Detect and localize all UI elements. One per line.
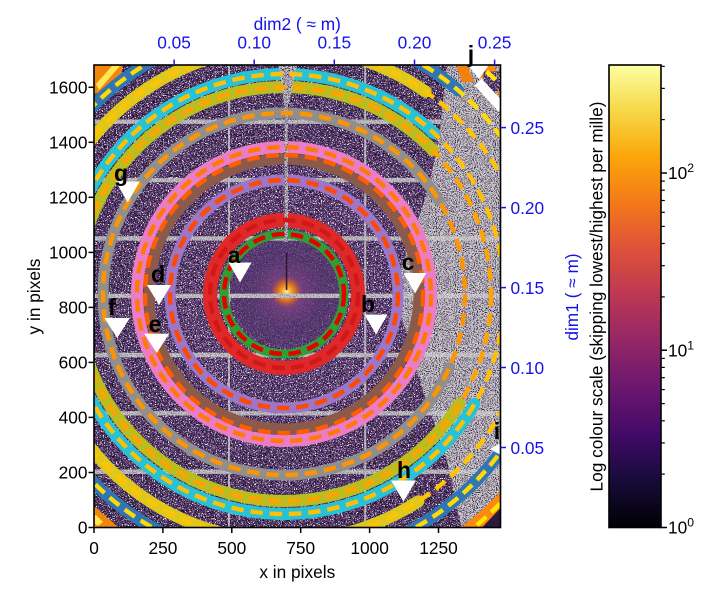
svg-text:0.20: 0.20 xyxy=(398,33,432,53)
svg-text:h: h xyxy=(397,457,411,483)
svg-text:e: e xyxy=(149,311,162,337)
svg-text:800: 800 xyxy=(59,298,88,318)
svg-text:c: c xyxy=(402,249,415,275)
svg-text:0.05: 0.05 xyxy=(511,438,545,458)
svg-text:b: b xyxy=(361,291,375,317)
svg-text:1600: 1600 xyxy=(49,78,87,98)
svg-text:1000: 1000 xyxy=(350,538,388,558)
svg-text:1200: 1200 xyxy=(49,188,87,208)
svg-text:200: 200 xyxy=(59,463,88,483)
svg-text:a: a xyxy=(228,242,241,268)
svg-text:y in pixels: y in pixels xyxy=(24,258,44,334)
svg-text:0.15: 0.15 xyxy=(511,278,545,298)
svg-text:750: 750 xyxy=(286,538,315,558)
svg-text:0: 0 xyxy=(89,538,99,558)
svg-text:d: d xyxy=(151,261,165,287)
svg-text:0.20: 0.20 xyxy=(511,198,545,218)
svg-text:0: 0 xyxy=(78,518,88,538)
svg-text:i: i xyxy=(494,418,500,444)
svg-text:0.25: 0.25 xyxy=(478,33,512,53)
svg-text:0.10: 0.10 xyxy=(237,33,271,53)
svg-text:f: f xyxy=(108,294,116,320)
svg-text:1250: 1250 xyxy=(419,538,457,558)
svg-text:dim2 ( ≈ m): dim2 ( ≈ m) xyxy=(254,14,341,34)
svg-text:x in pixels: x in pixels xyxy=(259,562,335,582)
svg-text:1400: 1400 xyxy=(49,133,87,153)
svg-text:250: 250 xyxy=(148,538,177,558)
svg-text:dim1 ( ≈ m): dim1 ( ≈ m) xyxy=(562,253,582,340)
svg-text:600: 600 xyxy=(59,353,88,373)
svg-text:j: j xyxy=(467,41,474,67)
svg-text:1000: 1000 xyxy=(49,243,87,263)
svg-text:Log colour scale (skipping low: Log colour scale (skipping lowest/highes… xyxy=(587,102,607,492)
svg-text:g: g xyxy=(114,160,128,186)
svg-text:0.15: 0.15 xyxy=(317,33,351,53)
svg-text:0.10: 0.10 xyxy=(511,358,545,378)
svg-text:500: 500 xyxy=(217,538,246,558)
svg-text:0.05: 0.05 xyxy=(157,33,191,53)
svg-text:400: 400 xyxy=(59,408,88,428)
svg-text:0.25: 0.25 xyxy=(511,118,545,138)
